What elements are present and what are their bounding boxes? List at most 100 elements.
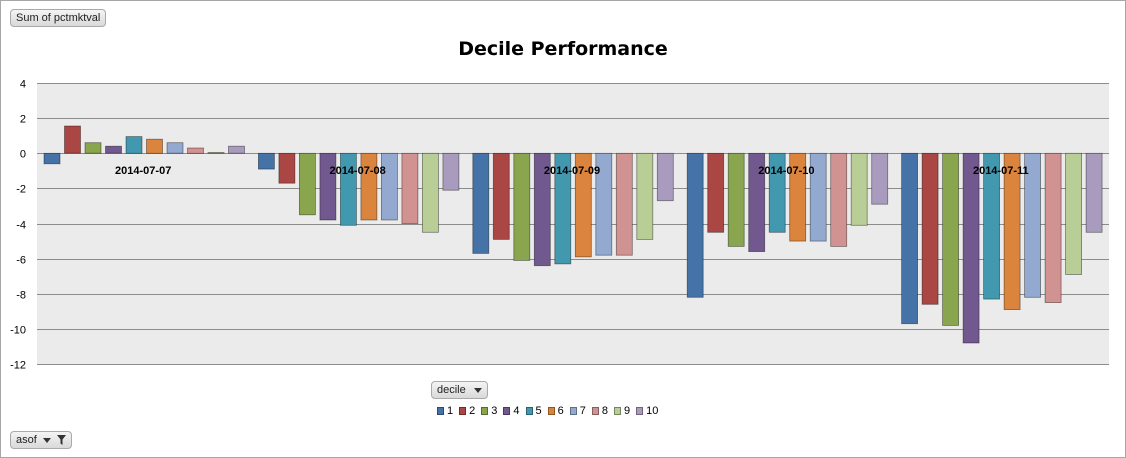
bar-2014-07-11-decile-2	[921, 152, 939, 305]
legend-item-7: 7	[569, 405, 586, 417]
bar-2014-07-11-decile-7	[1024, 152, 1041, 298]
bar-2014-07-11-decile-6	[1003, 152, 1021, 311]
x-category-label: 2014-07-08	[329, 165, 385, 177]
x-category-label: 2014-07-11	[973, 165, 1029, 177]
bar-2014-07-08-decile-8	[401, 152, 419, 225]
y-tick-label: -2	[16, 184, 26, 196]
bar-2014-07-07-decile-7	[166, 142, 184, 154]
legend-item-10: 10	[636, 405, 658, 417]
bar-2014-07-08-decile-7	[380, 152, 398, 221]
legend-swatch	[614, 407, 621, 415]
legend-label: 2	[469, 405, 476, 417]
bar-2014-07-07-decile-5	[125, 136, 143, 154]
bar-2014-07-10-decile-10	[871, 152, 889, 205]
legend-swatch	[503, 407, 511, 415]
bar-2014-07-09-decile-8	[615, 152, 633, 256]
bar-2014-07-07-decile-9	[207, 151, 225, 154]
y-tick-label: -6	[16, 255, 26, 267]
bar-2014-07-08-decile-3	[298, 152, 316, 216]
bar-2014-07-08-decile-6	[360, 152, 378, 221]
decile-axis-field-button[interactable]: decile	[431, 381, 488, 399]
legend-label: 5	[535, 405, 542, 417]
legend-swatch	[437, 407, 444, 415]
bar-2014-07-10-decile-2	[707, 152, 725, 233]
legend-item-3: 3	[481, 405, 497, 417]
y-tick-label: 4	[20, 79, 26, 91]
legend-item-4: 4	[503, 405, 520, 417]
bar-2014-07-09-decile-6	[574, 152, 592, 258]
y-tick-label: -12	[10, 360, 26, 372]
legend-swatch	[591, 407, 599, 415]
bar-2014-07-07-decile-2	[64, 125, 81, 154]
legend-swatch	[481, 407, 489, 415]
bar-2014-07-09-decile-5	[554, 152, 572, 265]
legend-item-1: 1	[437, 405, 453, 417]
bar-2014-07-08-decile-10	[442, 152, 460, 191]
bar-2014-07-11-decile-9	[1065, 152, 1082, 275]
bar-2014-07-11-decile-1	[901, 152, 918, 325]
y-tick-label: 0	[20, 149, 26, 161]
bar-2014-07-11-decile-4	[962, 152, 980, 344]
bar-2014-07-11-decile-3	[942, 152, 959, 326]
asof-filter-label: asof	[16, 434, 37, 446]
chart-legend: 1 2 3 4 5 6 7 8 9 10	[437, 404, 664, 418]
legend-label: 4	[513, 405, 520, 417]
bar-2014-07-10-decile-8	[830, 152, 848, 247]
bar-2014-07-07-decile-8	[187, 147, 204, 154]
legend-label: 8	[601, 405, 608, 417]
bar-2014-07-08-decile-2	[278, 152, 296, 184]
bar-2014-07-09-decile-2	[492, 152, 510, 240]
bar-2014-07-11-decile-10	[1085, 152, 1103, 233]
legend-item-5: 5	[525, 405, 542, 417]
chart-title: Decile Performance	[458, 38, 668, 60]
bar-2014-07-09-decile-4	[533, 152, 551, 267]
bar-2014-07-11-decile-8	[1044, 152, 1062, 304]
y-tick-label: -8	[16, 290, 26, 302]
bar-2014-07-11-decile-5	[983, 152, 1000, 300]
legend-swatch	[547, 407, 555, 415]
filter-icon	[56, 435, 66, 446]
bar-2014-07-09-decile-10	[656, 152, 674, 202]
y-tick-label: 2	[20, 114, 26, 126]
bar-2014-07-08-decile-5	[339, 152, 357, 226]
legend-item-6: 6	[547, 405, 564, 417]
legend-label: 9	[624, 405, 631, 417]
bar-2014-07-10-decile-7	[809, 152, 827, 242]
bar-2014-07-07-decile-4	[105, 145, 122, 154]
bar-2014-07-07-decile-3	[84, 142, 102, 154]
legend-label: 6	[557, 405, 564, 417]
legend-swatch	[525, 407, 533, 415]
legend-swatch	[636, 407, 644, 415]
value-field-button[interactable]: Sum of pctmktval	[10, 9, 107, 27]
bar-2014-07-09-decile-3	[513, 152, 531, 261]
bar-2014-07-10-decile-6	[789, 152, 807, 242]
bar-2014-07-07-decile-10	[228, 145, 245, 154]
legend-label: 3	[491, 405, 498, 417]
bar-2014-07-07-decile-1	[43, 152, 61, 165]
asof-filter-button[interactable]: asof	[10, 431, 72, 449]
legend-item-9: 9	[614, 405, 630, 417]
y-tick-label: -4	[16, 220, 26, 232]
bar-2014-07-09-decile-1	[472, 152, 490, 254]
bar-2014-07-08-decile-4	[319, 152, 337, 221]
legend-item-2: 2	[459, 405, 475, 417]
chevron-down-icon	[42, 437, 51, 443]
legend-label: 10	[646, 405, 659, 417]
x-category-label: 2014-07-10	[758, 165, 814, 177]
bar-2014-07-08-decile-1	[257, 152, 275, 170]
bar-2014-07-07-decile-6	[146, 138, 163, 154]
chevron-down-icon	[473, 387, 482, 393]
legend-swatch	[569, 407, 577, 415]
legend-label: 7	[579, 405, 586, 417]
value-field-label: Sum of pctmktval	[16, 12, 101, 24]
bar-2014-07-10-decile-1	[686, 152, 704, 298]
legend-item-8: 8	[591, 405, 608, 417]
bar-2014-07-10-decile-4	[748, 152, 766, 253]
x-category-label: 2014-07-09	[544, 165, 600, 177]
y-tick-label: -10	[10, 325, 26, 337]
decile-axis-field-label: decile	[437, 384, 466, 396]
bar-2014-07-09-decile-7	[595, 152, 613, 256]
x-category-label: 2014-07-07	[115, 165, 171, 177]
bar-2014-07-10-decile-5	[768, 152, 786, 233]
